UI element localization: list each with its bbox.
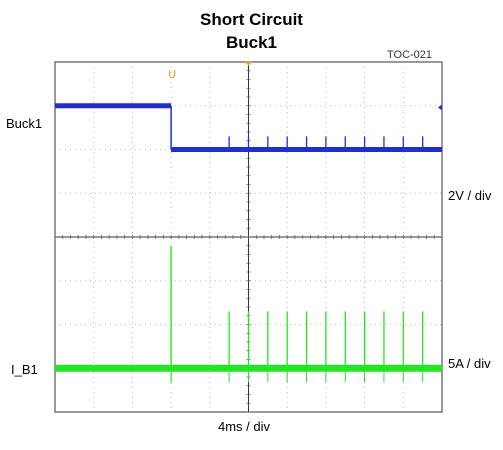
scale-label-current: 5A / div bbox=[448, 356, 491, 371]
scale-label-voltage: 2V / div bbox=[448, 188, 492, 203]
channel-label-buck1: Buck1 bbox=[6, 116, 43, 131]
chart-title: Short Circuit bbox=[200, 10, 303, 29]
time-scale-label: 4ms / div bbox=[218, 419, 271, 434]
channel-label-ib1: I_B1 bbox=[11, 362, 38, 377]
chart-subtitle: Buck1 bbox=[225, 33, 278, 52]
figure-id: TOC-021 bbox=[387, 49, 433, 61]
plot-traces bbox=[55, 103, 442, 384]
plot-grid: U bbox=[54, 61, 443, 413]
time-reference-marker bbox=[245, 62, 252, 66]
trigger-position-marker: U bbox=[168, 68, 176, 81]
buck1-level-marker bbox=[438, 104, 442, 111]
